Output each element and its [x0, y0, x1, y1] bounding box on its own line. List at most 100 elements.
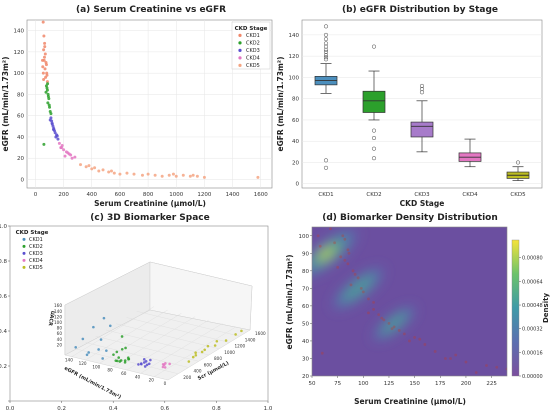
panel-d-ytick-label: 100: [299, 234, 310, 240]
panel-a-point-ckd1: [42, 34, 46, 38]
panel-c-legend-label: CKD1: [29, 237, 43, 243]
panel-a-point-ckd5: [93, 166, 97, 170]
panel-d-sample-point: [316, 234, 320, 238]
panel-b-outlier: [419, 83, 425, 88]
panel-c-uacr-tick: 80: [57, 326, 63, 331]
panel-b-xtick-label: CKD5: [510, 192, 526, 198]
panel-d-sample-point: [346, 248, 350, 252]
panel-c-point-ckd5: [224, 339, 228, 342]
panel-d-density-blobs: [312, 228, 416, 342]
panel-c-point-ckd5: [234, 333, 237, 336]
panel-c-egfr-tick: 0: [164, 381, 167, 386]
panel-b-box-ckd5: [506, 160, 530, 181]
panel-d-sample-point: [329, 227, 332, 231]
panel-b-outlier: [323, 165, 329, 170]
panel-c-point-ckd3: [142, 361, 146, 364]
panel-a-point-ckd5: [160, 174, 164, 178]
panel-a-plot-area: [26, 19, 273, 189]
panel-a-point-ckd3: [56, 137, 60, 141]
panel-a-xtick-label: 800: [143, 192, 154, 198]
panel-a-ytick-label: 40: [17, 135, 24, 141]
panel-c-xlabel: eGFR (mL/min/1.73m²): [63, 366, 122, 401]
panel-d-sample-point: [423, 343, 427, 346]
panel-a-point-ckd5: [84, 165, 88, 169]
panel-d-colorbar: [511, 239, 520, 377]
panel-c-point-ckd5: [213, 344, 217, 347]
panel-a-point-ckd4: [59, 146, 63, 150]
panel-a-ytick-label: 0: [21, 177, 25, 183]
panel-a-point-ckd1: [45, 80, 49, 84]
panel-c-scr-tick: 1000: [224, 350, 235, 355]
panel-c-point-ckd4: [161, 365, 165, 369]
panel-a-legend-marker: [238, 48, 242, 53]
panel-a-point-ckd5: [202, 175, 206, 179]
panel-a-point-ckd4: [70, 156, 74, 160]
panel-b-ytick-label: 20: [292, 160, 299, 166]
panel-a-point-ckd3: [51, 124, 55, 128]
panel-a-xtick-label: 1600: [254, 192, 268, 198]
panel-b-outlier: [323, 57, 329, 62]
panel-d-density: [312, 227, 507, 374]
panel-c-point-ckd1: [109, 324, 112, 328]
panel-d-colorbar-label: Density: [542, 293, 550, 323]
panel-a-points: [40, 20, 260, 179]
panel-c-point-ckd1: [81, 337, 85, 341]
panel-d-sample-point: [505, 367, 507, 371]
panel-a-point-ckd1: [43, 67, 47, 71]
panel-d-colorbar-tick: 0.00080: [522, 256, 543, 262]
panel-a-legend-label: CKD4: [246, 56, 260, 62]
panel-c-outer-xtick: 1.0: [264, 406, 273, 412]
panel-a-point-ckd2: [49, 112, 53, 116]
panel-a-point-ckd5: [188, 174, 192, 178]
panel-a-point-ckd5: [191, 173, 195, 177]
panel-a-point-ckd2: [44, 90, 48, 94]
panel-d-sample-point: [361, 290, 365, 294]
panel-a-point-ckd5: [181, 173, 185, 177]
panel-c-point-ckd4: [164, 362, 167, 365]
panel-a-ytick-label: 20: [17, 156, 24, 162]
panel-b-xtick-label: CKD3: [414, 192, 430, 198]
panel-d-xtick-label: 200: [461, 381, 472, 387]
panel-a-point-ckd3: [50, 121, 54, 125]
panel-d-sample-point: [380, 316, 384, 320]
panel-d-sample-point: [347, 251, 351, 255]
panel-c-outer-xtick: 0.2: [57, 406, 66, 412]
panel-c-point-ckd5: [215, 339, 219, 343]
panel-a-ytick-label: 100: [14, 71, 25, 77]
panel-a-point-ckd5: [107, 170, 111, 174]
panel-d-sample-point: [351, 269, 355, 273]
panel-c-point-ckd3: [139, 362, 143, 365]
panel-a-point-ckd5: [140, 173, 144, 177]
panel-d-ytick-label: 20: [302, 374, 309, 380]
panel-d-sample-point: [353, 272, 357, 276]
panel-c-point-ckd2: [120, 348, 124, 351]
panel-a-point-ckd1: [45, 73, 49, 77]
panel-b-ytick-label: 140: [289, 33, 300, 39]
panel-d-sample-point: [382, 318, 386, 322]
panel-b-xtick-label: CKD1: [318, 192, 333, 198]
panel-b-box-ckd2: [362, 44, 386, 161]
panel-d-sample-point: [341, 234, 345, 238]
panel-a-legend-label: CKD3: [246, 48, 260, 54]
panel-b-outlier: [323, 53, 329, 58]
panel-d-sample-point: [377, 313, 381, 317]
panel-a-point-ckd1: [41, 65, 45, 69]
panel-c-point-ckd2: [124, 346, 127, 350]
panel-a-point-ckd5: [79, 163, 83, 167]
panel-a-ylabel: eGFR (mL/min/1.73m²): [1, 56, 10, 151]
panel-c-point-ckd3: [142, 358, 146, 361]
panel-c-outer-ytick: 0.6: [0, 294, 7, 300]
panel-c-uacr-tick: 160: [54, 303, 62, 308]
panel-c-legend-label: CKD4: [29, 258, 43, 264]
panel-c-point-ckd1: [92, 325, 95, 329]
panel-c-title: (c) 3D Biomarker Space: [90, 213, 209, 223]
panel-c-point-ckd5: [187, 360, 191, 363]
panel-d-colorbar-tick: 0.00032: [522, 327, 543, 333]
panel-c-3d-box: [64, 261, 253, 381]
panel-c-outer-xtick: 0.8: [212, 406, 221, 412]
panel-d-sample-point: [343, 237, 347, 241]
panel-d-sample-point: [418, 337, 422, 341]
panel-d-sample-point: [349, 283, 353, 287]
panel-d-sample-point: [367, 311, 370, 315]
